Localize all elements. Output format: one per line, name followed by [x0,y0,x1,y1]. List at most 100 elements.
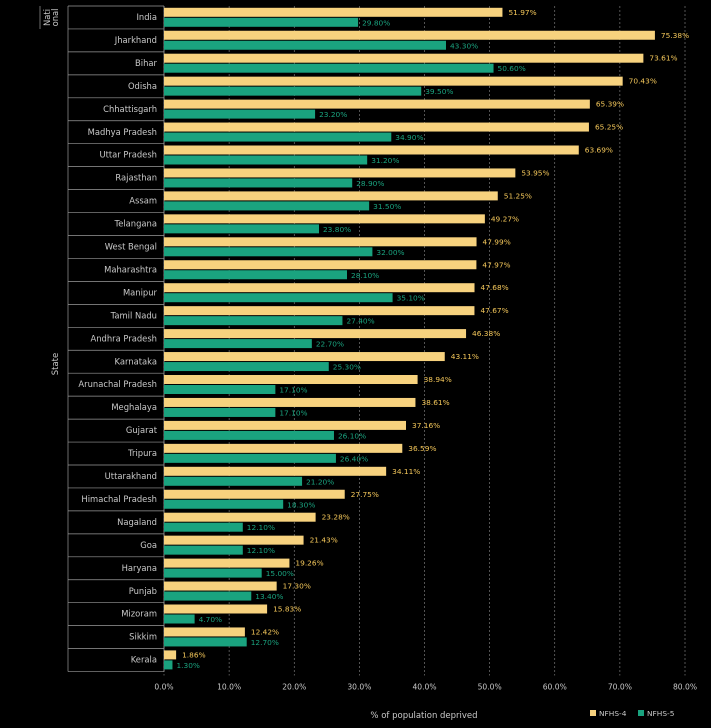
bar-nfhs4 [164,627,245,637]
category-label: Meghalaya [111,402,157,412]
category-label: Andhra Pradesh [90,333,157,343]
value-label-nfhs5: 17.10% [279,408,307,417]
x-tick-label: 30.0% [347,683,371,692]
value-label-nfhs5: 50.60% [498,64,526,73]
value-label-nfhs4: 19.26% [295,559,323,568]
value-label-nfhs5: 22.70% [316,340,344,349]
category-label: Himachal Pradesh [81,494,157,504]
value-label-nfhs4: 47.67% [480,306,508,315]
bar-nfhs4 [164,650,177,660]
value-label-nfhs4: 53.95% [521,168,549,177]
category-label: Assam [129,196,157,206]
value-label-nfhs4: 47.99% [483,237,511,246]
value-label-nfhs5: 28.90% [356,179,384,188]
category-label: Manipur [123,287,158,297]
value-label-nfhs5: 17.10% [279,386,307,395]
category-label: Gujarat [126,425,158,435]
value-label-nfhs4: 36.59% [408,444,436,453]
value-label-nfhs4: 65.39% [596,100,624,109]
category-label: West Bengal [105,242,157,252]
bar-nfhs4 [164,237,477,247]
bar-nfhs5 [164,17,359,27]
x-axis-title: % of population deprived [370,711,477,721]
x-tick-labels: 0.0% 10.0% 20.0% 30.0% 40.0% 50.0% 60.0% 70.0% 8… [154,683,697,692]
bar-nfhs4 [164,145,579,155]
value-label-nfhs4: 73.61% [649,54,677,63]
x-tick-label: 80.0% [673,683,697,692]
bar-nfhs5 [164,201,370,211]
bar-nfhs4 [164,558,290,568]
bar-nfhs5 [164,385,276,394]
bar-nfhs5 [164,86,422,96]
category-label: Nagaland [117,517,157,527]
value-label-nfhs4: 70.43% [629,77,657,86]
value-label-nfhs5: 12.10% [247,546,275,555]
bar-nfhs5 [164,63,494,73]
bar-nfhs5 [164,247,373,257]
value-label-nfhs5: 35.10% [397,294,425,303]
category-label: Odisha [128,81,157,91]
value-label-nfhs4: 38.61% [421,398,449,407]
value-label-nfhs5: 28.10% [351,271,379,280]
bar-nfhs5 [164,132,392,142]
bar-nfhs5 [164,614,195,624]
value-label-nfhs5: 25.30% [333,363,361,372]
value-label-nfhs5: 13.40% [255,592,283,601]
value-label-nfhs4: 37.16% [412,421,440,430]
bar-nfhs4 [164,352,445,362]
bar-nfhs4 [164,420,407,430]
legend: NFHS-4 NFHS-5 [590,709,675,718]
category-label: Telangana [114,219,158,229]
value-label-nfhs5: 32.00% [376,248,404,257]
x-tick-label: 10.0% [217,683,241,692]
category-label: Jharkhand [114,35,157,45]
value-label-nfhs5: 4.70% [199,615,222,624]
value-label-nfhs4: 75.38% [661,31,689,40]
legend-label: NFHS-5 [647,709,675,718]
category-labels: India Jharkhand Bihar Odisha Chhattisgarh Mad… [78,12,157,665]
bar-nfhs4 [164,122,589,132]
bar-nfhs4 [164,443,403,453]
x-tick-label: 20.0% [282,683,306,692]
bar-nfhs5 [164,545,243,555]
bar-nfhs4 [164,260,477,270]
bar-nfhs5 [164,660,173,670]
value-label-nfhs4: 43.11% [451,352,479,361]
bar-nfhs4 [164,191,498,201]
bar-nfhs5 [164,178,353,188]
bar-nfhs5 [164,224,319,234]
y-axis-title: State [51,353,61,376]
bar-nfhs4 [164,30,655,40]
value-label-nfhs4: 17.30% [283,582,311,591]
bar-nfhs4 [164,535,304,545]
value-label-nfhs5: 43.30% [450,41,478,50]
bar-nfhs5 [164,522,243,532]
value-label-nfhs5: 34.90% [395,133,423,142]
value-label-nfhs5: 23.80% [323,225,351,234]
value-label-nfhs4: 1.86% [182,650,205,659]
category-label: Uttarakhand [105,471,157,481]
bar-nfhs4 [164,214,485,224]
bar-nfhs5 [164,453,336,463]
value-label-nfhs5: 39.50% [425,87,453,96]
row-separators [39,5,164,672]
category-label: Rajasthan [115,173,157,183]
value-label-nfhs5: 26.10% [338,431,366,440]
bar-nfhs4 [164,375,418,384]
value-label-nfhs4: 63.69% [585,146,613,155]
category-label: Mizoram [121,609,157,619]
bar-nfhs5 [164,591,252,601]
bar-nfhs5 [164,155,368,165]
bar-nfhs5 [164,109,316,119]
bar-nfhs5 [164,270,348,280]
value-label-nfhs5: 26.40% [340,454,368,463]
value-label-nfhs5: 15.00% [266,569,294,578]
bar-nfhs5 [164,499,284,509]
value-label-nfhs5: 12.70% [251,638,279,647]
bar-nfhs5 [164,637,247,647]
value-label-nfhs4: 23.28% [322,513,350,522]
value-label-nfhs5: 29.80% [362,18,390,27]
bar-nfhs4 [164,283,475,293]
category-label: Haryana [122,563,157,573]
